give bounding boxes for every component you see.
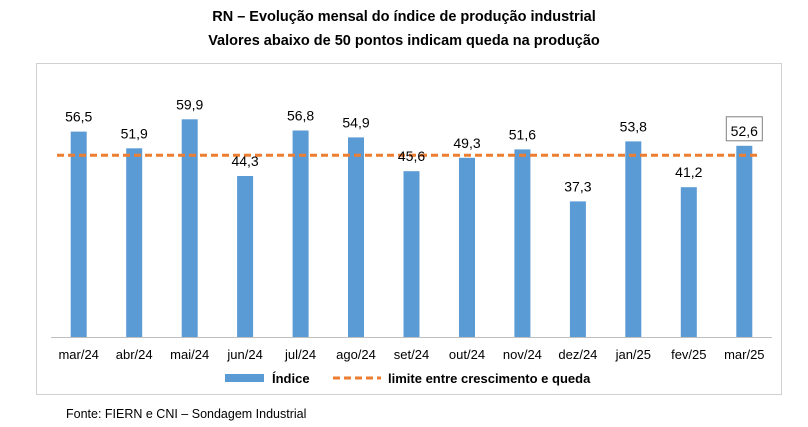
x-tick-jan-25: jan/25 [615,347,651,362]
x-tick-ago-24: ago/24 [336,347,376,362]
x-tick-out-24: out/24 [449,347,485,362]
legend-label-index: Índice [272,371,310,386]
bar-jul-24 [292,130,309,337]
data-label-out-24: 49,3 [453,135,480,151]
legend: Índice limite entre crescimento e queda [225,371,591,386]
bar-ago-24 [348,137,364,337]
data-label-set-24: 45,6 [398,148,425,164]
data-label-box-highlight [725,116,763,142]
bar-out-24 [459,157,475,337]
x-tick-dez-24: dez/24 [558,347,597,362]
bar-jan-25 [625,141,642,337]
legend-label-reference: limite entre crescimento e queda [388,371,591,386]
bar-mar-24 [70,131,87,337]
x-tick-set-24: set/24 [394,347,429,362]
data-label-nov-24: 51,6 [509,126,536,142]
data-label-jan-25: 53,8 [620,118,647,134]
chart-subtitle: Valores abaixo de 50 pontos indicam qued… [208,33,600,49]
bar-dez-24 [569,201,586,337]
x-tick-nov-24: nov/24 [503,347,542,362]
bar-jun-24 [237,176,254,337]
bar-nov-24 [514,149,531,337]
bar-set-24 [403,171,420,337]
bar-fev-25 [680,187,697,337]
data-label-mar-25: 52,6 [731,123,758,139]
x-tick-jun-24: jun/24 [226,347,262,362]
x-tick-fev-25: fev/25 [671,347,706,362]
chart-title: RN – Evolução mensal do índice de produç… [212,9,596,25]
x-tick-mar-24: mar/24 [58,347,98,362]
x-tick-mai-24: mai/24 [170,347,209,362]
bar-mar-25 [736,145,753,337]
data-label-abr-24: 51,9 [121,125,148,141]
x-tick-jul-24: jul/24 [284,347,316,362]
chart-frame [36,63,782,395]
data-label-mar-24: 56,5 [65,109,92,125]
bar-abr-24 [126,148,143,337]
data-label-mai-24: 59,9 [176,96,203,112]
source-note: Fonte: FIERN e CNI – Sondagem Industrial [66,407,307,421]
data-label-fev-25: 41,2 [675,164,702,180]
data-label-jun-24: 44,3 [231,153,258,169]
data-label-dez-24: 37,3 [564,178,591,194]
x-tick-mar-25: mar/25 [724,347,764,362]
data-label-ago-24: 54,9 [342,114,369,130]
bar-mai-24 [181,119,198,337]
data-label-jul-24: 56,8 [287,108,314,124]
x-tick-abr-24: abr/24 [116,347,153,362]
